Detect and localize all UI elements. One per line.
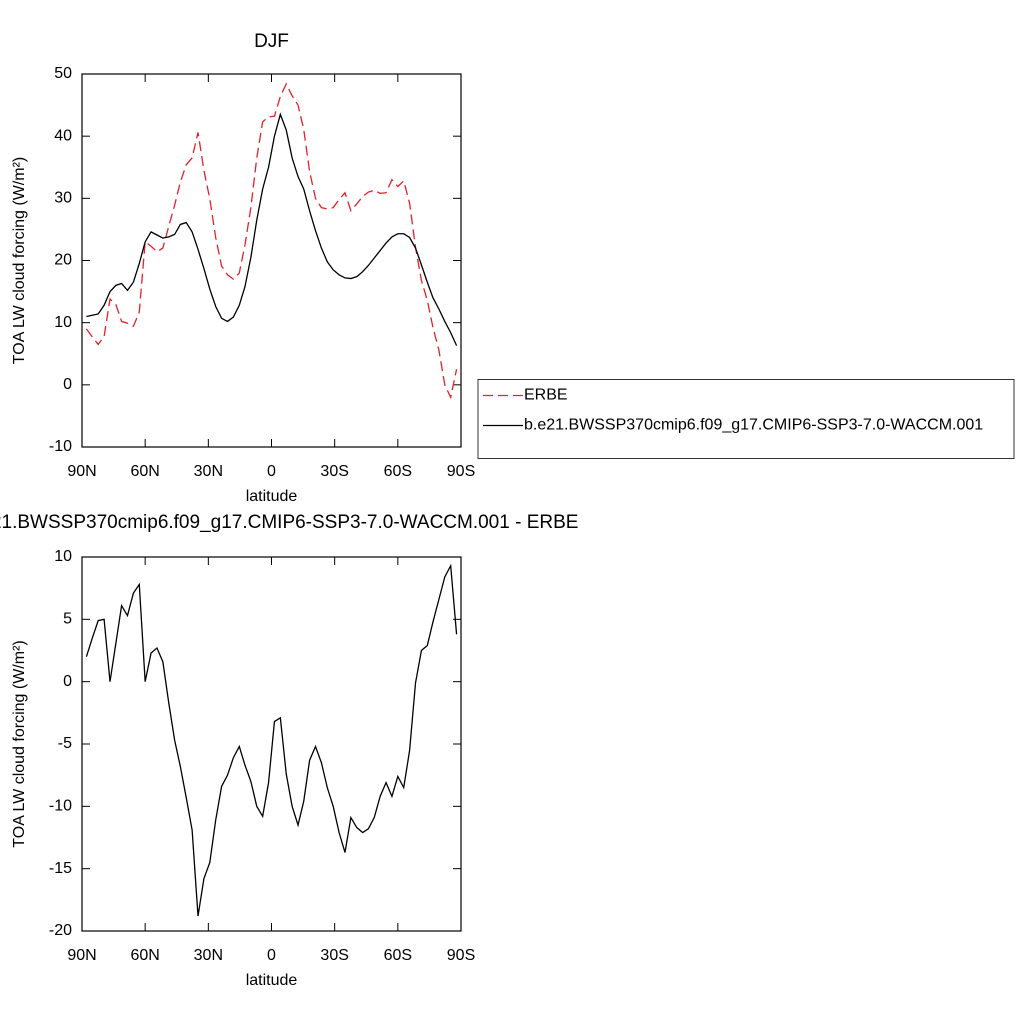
chart-title: b.e21.BWSSP370cmip6.f09_g17.CMIP6-SSP3-7… <box>0 512 578 533</box>
y-tick-label: -10 <box>49 438 72 455</box>
y-tick-label: 50 <box>54 65 72 82</box>
x-axis-label: latitude <box>246 972 298 989</box>
data-line <box>86 112 458 346</box>
x-tick-label: 30N <box>194 463 223 480</box>
plot-frame <box>81 73 462 448</box>
y-tick-label: 10 <box>54 314 72 331</box>
x-tick-label: 90S <box>447 463 475 480</box>
data-line <box>85 563 458 917</box>
x-tick-label: 0 <box>267 463 276 480</box>
x-tick-label: 60S <box>384 947 412 964</box>
y-tick-label: 20 <box>54 252 72 269</box>
y-tick-label: -15 <box>49 860 72 877</box>
chart-title: DJF <box>254 31 289 52</box>
x-tick-label: 60S <box>384 463 412 480</box>
y-tick-label: -20 <box>49 922 72 939</box>
y-tick-label: 10 <box>54 548 72 565</box>
legend-box <box>477 379 1015 459</box>
y-axis-label: TOA LW cloud forcing (W/m²) <box>11 157 28 364</box>
y-tick-label: 30 <box>54 190 72 207</box>
legend-label: ERBE <box>524 387 568 404</box>
y-tick-label: 40 <box>54 127 72 144</box>
x-tick-label: 90N <box>67 947 96 964</box>
x-tick-label: 30S <box>320 463 348 480</box>
x-axis-label: latitude <box>246 488 298 505</box>
x-tick-label: 90N <box>67 463 96 480</box>
y-tick-label: 0 <box>63 673 72 690</box>
legend-label: b.e21.BWSSP370cmip6.f09_g17.CMIP6-SSP3-7… <box>524 417 983 434</box>
y-axis-label: TOA LW cloud forcing (W/m²) <box>11 640 28 847</box>
x-tick-label: 60N <box>130 463 159 480</box>
x-tick-label: 0 <box>267 947 276 964</box>
x-tick-label: 90S <box>447 947 475 964</box>
y-tick-label: 5 <box>63 611 72 628</box>
y-tick-label: -5 <box>58 735 72 752</box>
x-tick-label: 30S <box>320 947 348 964</box>
data-line <box>85 82 458 400</box>
x-tick-label: 30N <box>194 947 223 964</box>
x-tick-label: 60N <box>130 947 159 964</box>
y-tick-label: -10 <box>49 798 72 815</box>
plot-frame <box>81 556 462 932</box>
y-tick-label: 0 <box>63 376 72 393</box>
